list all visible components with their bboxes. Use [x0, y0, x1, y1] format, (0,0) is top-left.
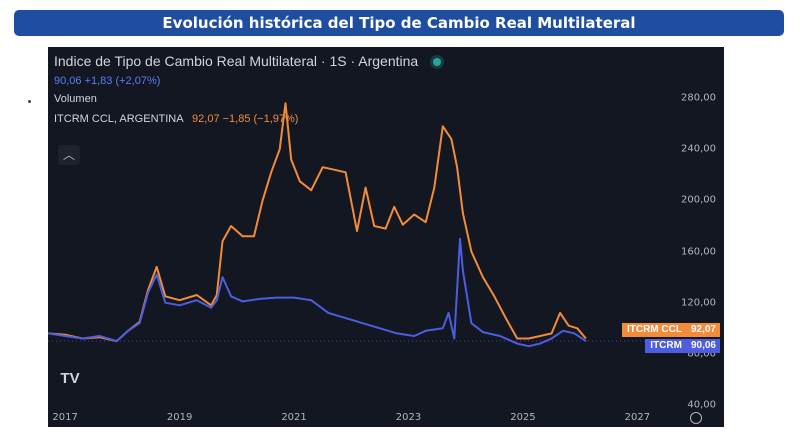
- y-tick-label: 160,00: [681, 246, 716, 258]
- ccl-legend-row[interactable]: ITCRM CCL, ARGENTINA 92,07 −1,85 (−1,97%…: [54, 113, 441, 125]
- bullet-dot: [28, 100, 31, 103]
- x-tick-label: 2017: [52, 412, 78, 423]
- x-tick-label: 2021: [281, 412, 307, 423]
- x-tick-label: 2027: [624, 412, 651, 423]
- y-tick-label: 280,00: [681, 92, 716, 104]
- gear-icon[interactable]: [690, 412, 702, 424]
- itcrm-tag-name: ITCRM: [645, 338, 687, 353]
- ccl-tag-value: 92,07: [686, 322, 720, 337]
- x-tick-label: 2019: [166, 412, 193, 423]
- y-tick-label: 40,00: [687, 399, 716, 411]
- y-tick-label: 240,00: [681, 143, 716, 155]
- chart-legend-header: Indice de Tipo de Cambio Real Multilater…: [54, 53, 441, 125]
- ccl-series-quote: 92,07 −1,85 (−1,97%): [192, 113, 299, 125]
- chevron-up-icon[interactable]: ︿: [58, 145, 80, 165]
- main-series-quote: 90,06 +1,83 (+2,07%): [54, 75, 161, 87]
- ccl-tag-name: ITCRM CCL: [621, 322, 687, 337]
- chart-panel[interactable]: Indice de Tipo de Cambio Real Multilater…: [48, 47, 724, 427]
- y-tick-label: 80,00: [687, 348, 716, 360]
- y-tick-label: 200,00: [681, 194, 716, 206]
- live-status-icon: [432, 57, 441, 66]
- itcrm-tag-value: 90,06: [686, 338, 720, 353]
- volume-label[interactable]: Volumen: [54, 93, 97, 105]
- series-line-itcrm: [48, 237, 587, 348]
- y-tick-label: 120,00: [681, 297, 716, 309]
- x-tick-label: 2023: [395, 412, 422, 423]
- series-line-itcrm-ccl: [48, 102, 587, 343]
- symbol-title: Indice de Tipo de Cambio Real Multilater…: [54, 53, 419, 69]
- page-title-banner: Evolución histórica del Tipo de Cambio R…: [14, 10, 784, 36]
- ccl-price-tag: ITCRM CCL 92,07: [621, 322, 720, 337]
- ccl-series-name: ITCRM CCL, ARGENTINA: [54, 113, 183, 125]
- itcrm-price-tag: ITCRM 90,06: [645, 338, 720, 353]
- x-tick-label: 2025: [510, 412, 536, 423]
- chart-svg: [48, 102, 666, 348]
- tradingview-logo[interactable]: TV: [60, 370, 80, 387]
